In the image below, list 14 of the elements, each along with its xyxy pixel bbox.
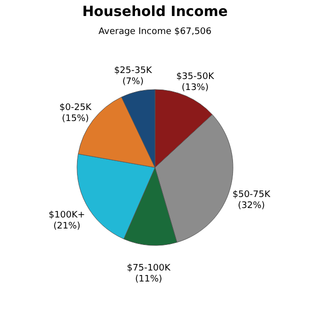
data-label: (7%) <box>122 76 144 87</box>
slice-label: $50-75K <box>232 190 272 200</box>
data-label: (11%) <box>135 274 162 284</box>
chart-subtitle: Average Income $67,506 <box>98 27 212 37</box>
data-label: (15%) <box>62 114 89 124</box>
slice-label: $75-100K <box>126 263 172 274</box>
slice-label: $0-25K <box>59 102 93 113</box>
chart-title: Household Income <box>82 4 228 20</box>
data-label: (21%) <box>53 222 80 232</box>
data-label: (13%) <box>182 82 209 93</box>
slice-label: $35-50K <box>176 72 216 82</box>
slice-label: $25-35K <box>114 66 153 76</box>
slice-label: $100K+ <box>48 210 86 221</box>
data-label: (32%) <box>238 201 265 212</box>
